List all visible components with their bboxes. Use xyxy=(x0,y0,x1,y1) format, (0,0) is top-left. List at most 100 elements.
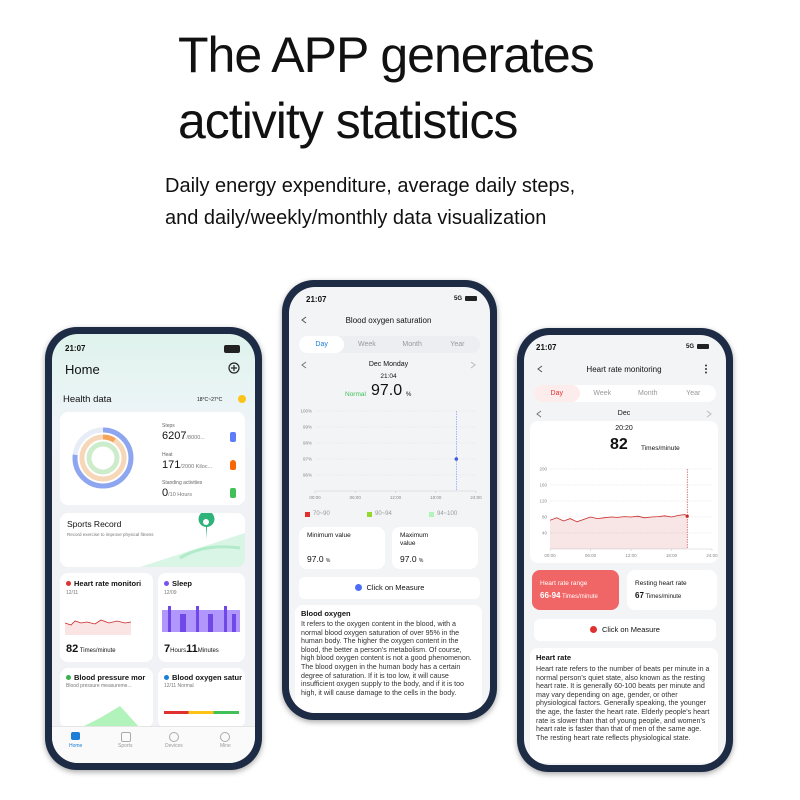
moon-icon xyxy=(164,581,169,586)
subheadline: and daily/weekly/monthly data visualizat… xyxy=(165,207,547,229)
steps-goal: /8000... xyxy=(186,435,205,441)
x-tick-label: 18:00 xyxy=(430,495,442,500)
y-tick-label: 96% xyxy=(303,473,312,478)
prev-button[interactable] xyxy=(301,361,307,369)
period-tab[interactable]: Year xyxy=(450,341,465,348)
button-label: Click on Measure xyxy=(366,583,425,592)
battery-icon xyxy=(697,344,709,349)
card-value: 97.0 xyxy=(307,554,324,564)
card-unit: Times/minute xyxy=(79,648,116,654)
steps-label: Steps xyxy=(162,423,175,429)
sun-icon xyxy=(238,395,246,403)
x-tick-label: 12:00 xyxy=(625,553,637,558)
point xyxy=(454,457,459,461)
period-tab[interactable]: Month xyxy=(402,341,422,348)
steps-value: 6207 xyxy=(162,430,187,442)
blood-oxygen-card[interactable]: Blood oxygen satur 12/11 Normal xyxy=(158,668,245,728)
card-subtitle: 12/11 Normal xyxy=(164,683,194,689)
blood-pressure-card[interactable]: Blood pressure mor Blood pressure measur… xyxy=(60,668,153,728)
x-tick-label: 00:00 xyxy=(309,495,321,500)
menu-button[interactable] xyxy=(704,364,708,374)
activity-card[interactable]: Steps 6207/8000... Heat 171/2000 Kiloc..… xyxy=(60,412,245,505)
sports-record-card[interactable]: Sports Record Record exercise to improve… xyxy=(60,513,245,567)
back-button[interactable] xyxy=(537,365,543,373)
legend: 70~90 90~94 94~100 xyxy=(305,511,480,521)
phone-screen: 21:07 5G Heart rate monitoring Day Week … xyxy=(524,335,726,765)
section-title: Health data xyxy=(63,394,112,405)
page-title: Heart rate monitoring xyxy=(586,365,662,374)
card-title: Blood oxygen satur xyxy=(172,673,243,682)
reading: 97.0 xyxy=(371,382,403,399)
period-tabs: Day Week Month Year xyxy=(534,385,716,402)
card-date: 12/11 xyxy=(66,590,79,596)
legend-swatch xyxy=(305,512,310,517)
next-button[interactable] xyxy=(470,361,476,369)
card-value: 66-94 xyxy=(540,591,561,600)
range-card: Heart rate range 66-94 Times/minute xyxy=(532,570,619,610)
legend-label: 90~94 xyxy=(375,511,392,517)
mini-chart xyxy=(65,619,131,635)
map-illustration xyxy=(60,513,245,567)
status-time: 21:07 xyxy=(536,343,557,352)
period-tab[interactable]: Week xyxy=(357,341,376,348)
measure-button[interactable]: Click on Measure xyxy=(534,619,716,641)
weather: 18°C~27°C xyxy=(197,397,223,403)
measure-button[interactable]: Click on Measure xyxy=(299,577,480,599)
period-tab[interactable]: Day xyxy=(299,336,345,353)
prev-button[interactable] xyxy=(536,410,542,418)
card-label: Maximum value xyxy=(400,532,429,547)
legend-swatch xyxy=(367,512,372,517)
card-date: 12/09 xyxy=(164,590,177,596)
page-title: Home xyxy=(65,362,100,377)
tab-icon xyxy=(121,732,131,742)
walk-icon xyxy=(230,432,236,442)
add-button[interactable] xyxy=(228,362,240,374)
period-tab[interactable]: Month xyxy=(638,390,658,397)
battery-icon xyxy=(465,296,477,301)
legend-swatch xyxy=(429,512,434,517)
line xyxy=(549,514,688,523)
nav-tab[interactable]: Sports xyxy=(118,743,133,749)
button-icon xyxy=(590,626,598,633)
phone-screen: 21:07 Home Health data 18°C~27°C Steps 6… xyxy=(52,334,255,763)
heart-rate-card[interactable]: Heart rate monitori 12/11 82 Times/minut… xyxy=(60,573,153,662)
minutes-value: 11 xyxy=(186,643,198,655)
card-label: Resting heart rate xyxy=(635,580,687,587)
point xyxy=(685,514,689,518)
headline: activity statistics xyxy=(178,93,518,149)
heart-icon xyxy=(66,581,71,586)
info-title: Heart rate xyxy=(536,653,572,662)
x-tick-label: 06:00 xyxy=(585,553,597,558)
phone-frame: 21:07 5G Heart rate monitoring Day Week … xyxy=(517,328,733,772)
period-tab[interactable]: Week xyxy=(593,390,612,397)
resting-card: Resting heart rate 67 Times/minute xyxy=(627,570,717,610)
bp-illustration xyxy=(80,706,140,728)
period-tabs: Day Week Month Year xyxy=(299,336,480,353)
nav-tab[interactable]: Devices xyxy=(165,743,183,749)
date: Dec xyxy=(617,410,631,417)
back-button[interactable] xyxy=(301,316,307,324)
area xyxy=(550,514,688,549)
period-tab[interactable]: Year xyxy=(686,390,701,397)
sleep-chart xyxy=(162,606,240,632)
y-tick-label: 160 xyxy=(539,483,547,488)
nav-tab[interactable]: Mine xyxy=(220,743,231,749)
stand-icon xyxy=(230,488,236,498)
button-label: Click on Measure xyxy=(602,625,660,634)
minutes-unit: Minutes xyxy=(197,648,219,654)
reading-unit: % xyxy=(406,392,412,398)
info-text: It refers to the oxygen content in the b… xyxy=(301,620,472,697)
phone-screen: 21:07 5G Blood oxygen saturation Day Wee… xyxy=(289,287,490,713)
nav-tab[interactable]: Home xyxy=(69,743,83,749)
x-tick-label: 18:00 xyxy=(666,553,678,558)
y-tick-label: 200 xyxy=(539,467,547,472)
heat-value: 171 xyxy=(162,459,181,471)
heat-goal: /2000 Kiloc... xyxy=(180,464,213,470)
next-button[interactable] xyxy=(706,410,712,418)
period-tab[interactable]: Day xyxy=(534,385,580,402)
sleep-card[interactable]: Sleep 12/09 7Hours11Minutes xyxy=(158,573,245,662)
card-value: 82 xyxy=(66,643,79,655)
card-unit: Times/minute xyxy=(562,594,598,600)
legend-label: 70~90 xyxy=(313,511,330,517)
